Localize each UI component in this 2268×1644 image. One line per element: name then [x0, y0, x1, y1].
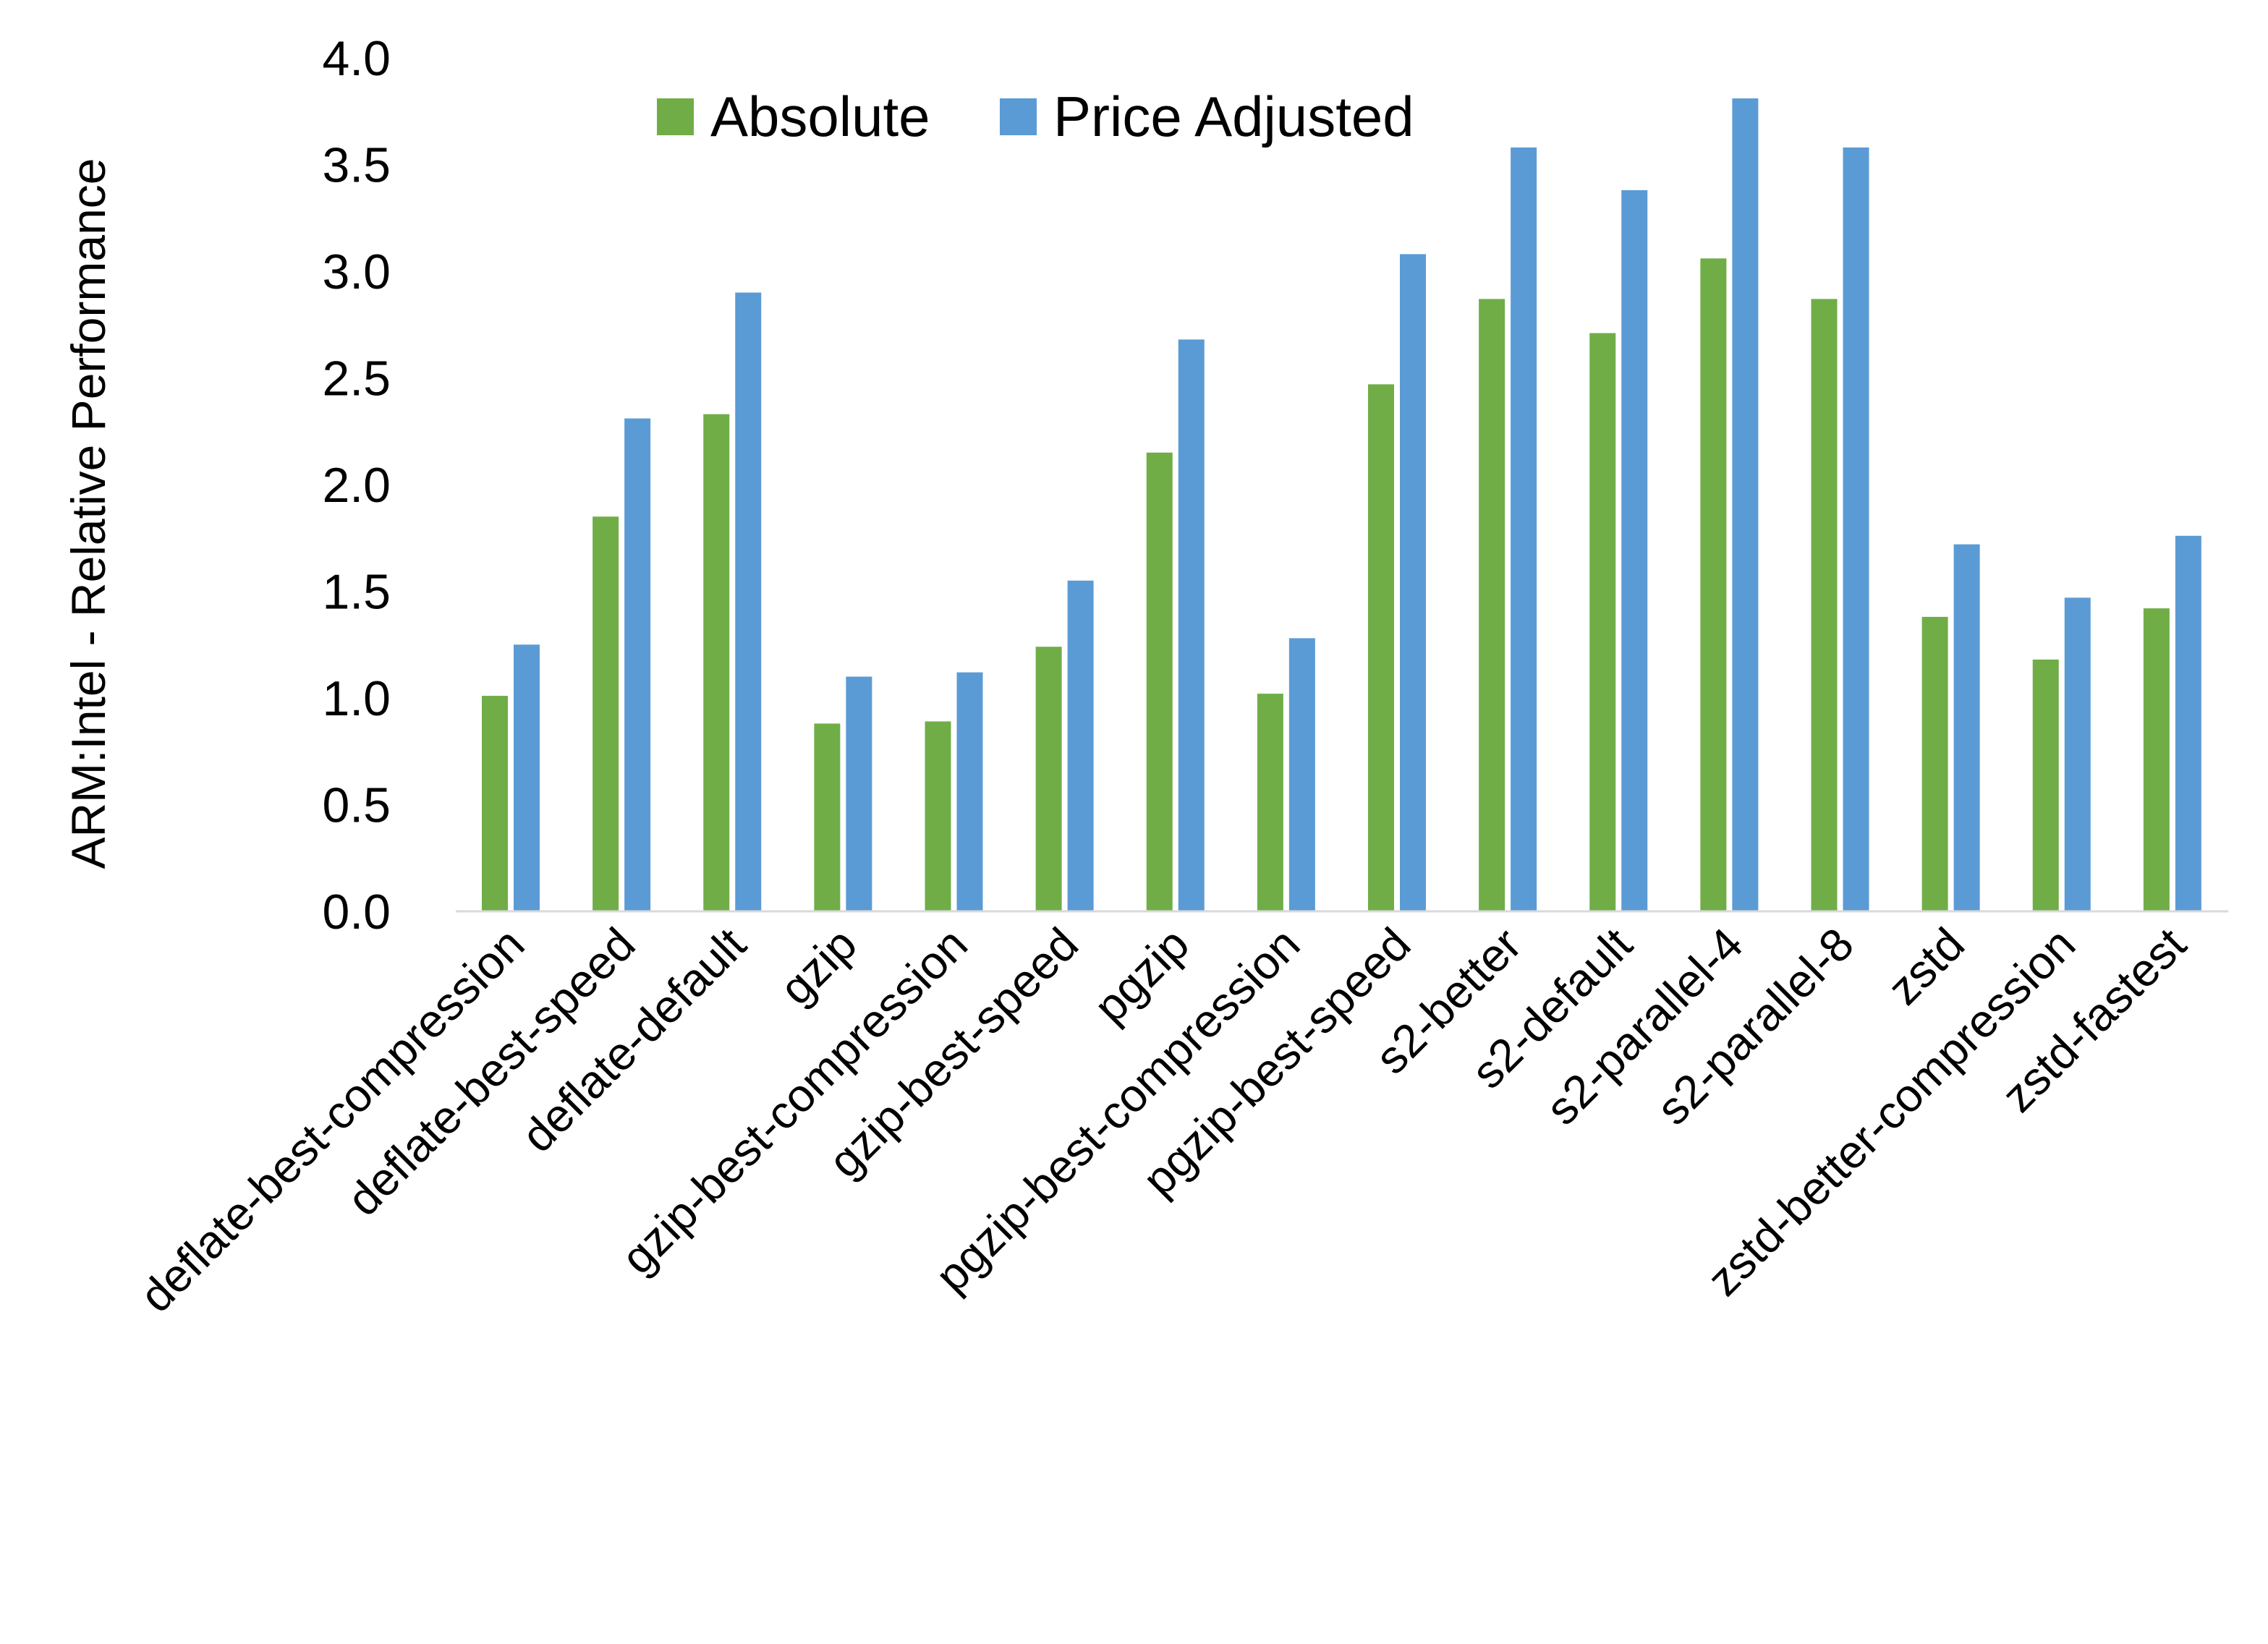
bar-price-adjusted-deflate-best-speed [624, 418, 651, 911]
bar-absolute-deflate-default [703, 414, 730, 911]
bar-price-adjusted-zstd-better-compression [2064, 597, 2091, 911]
bar-price-adjusted-s2-default [1621, 189, 1648, 911]
x-tick-labels: deflate-best-compressiondeflate-best-spe… [129, 918, 2196, 1322]
bar-absolute-s2-parallel-4 [1700, 258, 1727, 911]
x-tick-label: gzip [770, 918, 867, 1015]
legend-swatch [1000, 98, 1037, 135]
bar-absolute-zstd-better-compression [2032, 659, 2059, 911]
legend-label: Price Adjusted [1053, 85, 1414, 148]
bar-price-adjusted-zstd [1953, 544, 1980, 911]
y-axis-title: ARM:Intel - Relative Performance [61, 158, 115, 869]
bar-absolute-pgzip [1146, 452, 1173, 911]
x-tick-label: zstd [1877, 918, 1974, 1015]
bar-price-adjusted-zstd-fastest [2175, 535, 2201, 911]
bar-absolute-deflate-best-compression [482, 696, 508, 911]
y-tick-label: 0.0 [322, 885, 391, 940]
bar-absolute-deflate-best-speed [593, 516, 619, 911]
bar-price-adjusted-s2-better [1511, 147, 1537, 911]
bar-absolute-pgzip-best-compression [1257, 694, 1283, 911]
bar-price-adjusted-pgzip-best-speed [1400, 254, 1426, 911]
bar-absolute-zstd [1921, 616, 1948, 911]
bar-price-adjusted-deflate-default [735, 292, 762, 911]
legend: Absolute Price Adjusted [657, 85, 1414, 148]
bar-price-adjusted-pgzip-best-compression [1288, 638, 1315, 911]
bar-absolute-pgzip-best-speed [1368, 384, 1394, 911]
bars-group [482, 98, 2201, 912]
bar-price-adjusted-s2-parallel-8 [1843, 147, 1869, 911]
bar-price-adjusted-pgzip [1178, 339, 1205, 911]
y-tick-label: 2.0 [322, 458, 391, 513]
legend-swatch [657, 98, 694, 135]
y-tick-label: 2.5 [322, 352, 391, 406]
bar-absolute-zstd-fastest [2143, 608, 2170, 911]
bar-absolute-s2-parallel-8 [1811, 299, 1838, 912]
bar-absolute-gzip [814, 723, 841, 911]
bar-absolute-gzip-best-compression [925, 721, 951, 911]
bar-price-adjusted-s2-parallel-4 [1732, 98, 1759, 911]
legend-label: Absolute [710, 85, 930, 148]
bar-price-adjusted-gzip-best-speed [1067, 580, 1094, 911]
y-tick-label: 1.5 [322, 565, 391, 620]
y-tick-label: 4.0 [322, 31, 391, 86]
bar-absolute-s2-default [1589, 333, 1616, 911]
y-tick-label: 1.0 [322, 671, 391, 726]
bar-price-adjusted-gzip [846, 676, 872, 911]
y-tick-label: 3.5 [322, 138, 391, 193]
bar-absolute-s2-better [1479, 299, 1505, 912]
y-tick-labels: 0.0 0.5 1.0 1.5 2.0 2.5 3.0 3.5 4.0 [322, 31, 391, 940]
bar-price-adjusted-gzip-best-compression [956, 672, 983, 911]
bar-price-adjusted-deflate-best-compression [514, 644, 540, 911]
y-tick-label: 3.0 [322, 244, 391, 299]
bar-absolute-gzip-best-speed [1035, 647, 1062, 911]
y-tick-label: 0.5 [322, 778, 391, 833]
